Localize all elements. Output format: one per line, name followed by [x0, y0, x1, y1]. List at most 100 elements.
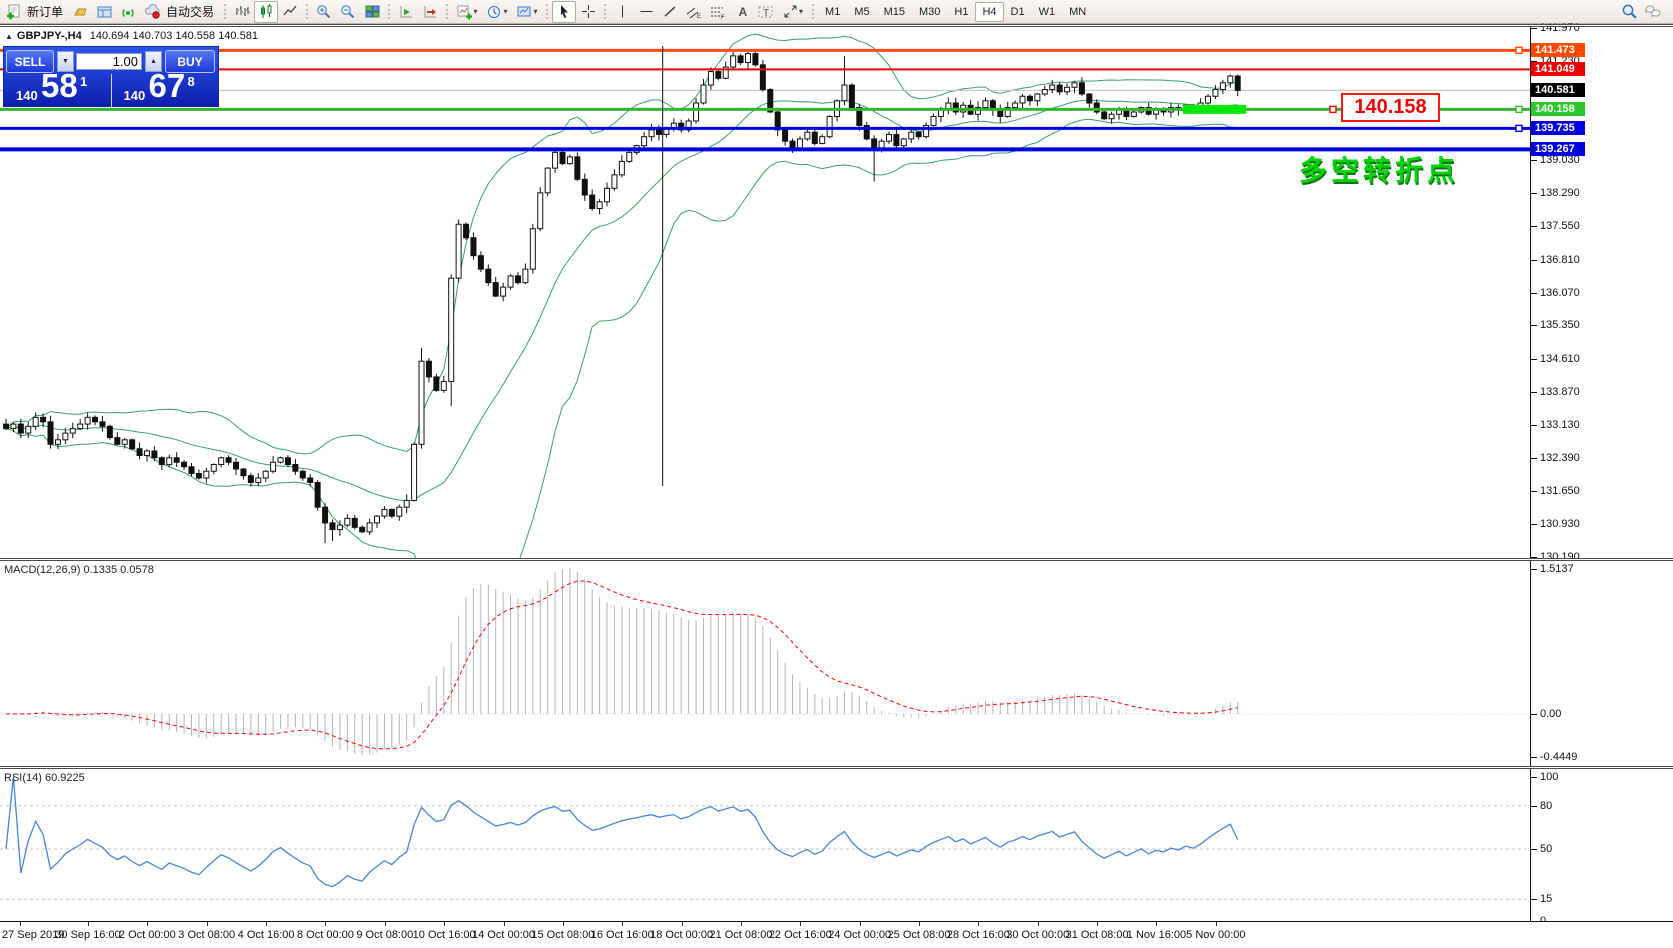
trendline-icon[interactable] — [658, 1, 682, 23]
buy-button[interactable]: BUY — [165, 50, 215, 73]
price-tick — [1531, 226, 1537, 228]
sell-price[interactable]: 140 58 1 — [4, 67, 111, 107]
time-tick — [1156, 922, 1158, 926]
pane-separator — [0, 24, 1673, 27]
time-axis-label: 16 Oct 16:00 — [590, 929, 654, 941]
time-axis-label: 2 Oct 00:00 — [118, 929, 176, 941]
turning-point-note[interactable]: 多空转折点 — [1299, 155, 1460, 186]
zoom-out-icon[interactable] — [336, 1, 360, 23]
cursor-icon[interactable] — [552, 0, 577, 23]
pane-separator[interactable] — [0, 766, 1673, 769]
tile-windows-icon[interactable] — [360, 1, 384, 23]
gold-icon[interactable] — [69, 1, 93, 23]
timeframe-MN[interactable]: MN — [1069, 5, 1087, 18]
chat-icon[interactable] — [1641, 1, 1665, 23]
collapse-arrow-icon[interactable]: ▲ — [5, 32, 13, 41]
text-icon[interactable]: A — [730, 1, 754, 23]
time-axis-label: 30 Oct 00:00 — [1006, 929, 1070, 941]
time-axis[interactable]: 27 Sep 2019 30 Sep 16:00 2 Oct 00:00 3 Oct … — [0, 921, 1673, 948]
timeframe-M30[interactable]: M30 — [919, 5, 941, 18]
volume-increase-button[interactable]: ▲ — [145, 51, 162, 72]
toolbar: 新订单 自动交易 — [0, 0, 1673, 24]
timeframe-M5[interactable]: M5 — [854, 5, 870, 18]
fibonacci-icon[interactable]: F — [706, 1, 730, 23]
time-axis-label: 14 Oct 00:00 — [472, 929, 536, 941]
price-badge-139.267: 139.267 — [1531, 142, 1585, 157]
time-tick — [562, 922, 564, 926]
macd-tick-label: -0.4449 — [1540, 750, 1578, 763]
toolbar-grip — [306, 4, 309, 19]
macd-tick-label: 0.00 — [1540, 708, 1562, 720]
time-tick — [978, 922, 980, 926]
arrows-button[interactable]: ▾ — [778, 1, 808, 23]
hline-handle[interactable] — [1515, 105, 1523, 114]
periods-button[interactable]: ▾ — [482, 1, 512, 23]
time-axis-label: 15 Oct 08:00 — [531, 929, 595, 941]
ohlc-readout: 140.694 140.703 140.558 140.581 — [89, 30, 258, 42]
rsi-pane[interactable]: RSI(14) 60.9225 — [0, 769, 1530, 921]
timeframe-W1[interactable]: W1 — [1038, 5, 1056, 18]
price-tick — [1531, 292, 1537, 294]
chart-shift-icon[interactable] — [418, 1, 442, 23]
price-tick-label: 136.070 — [1540, 286, 1580, 299]
auto-scroll-icon[interactable] — [394, 1, 418, 23]
buy-price-pip: 8 — [187, 74, 195, 89]
text-label-icon[interactable]: T — [754, 1, 778, 23]
macd-pane[interactable]: MACD(12,26,9) 0.1335 0.0578 — [0, 561, 1530, 766]
timeframe-H1[interactable]: H1 — [954, 5, 969, 18]
indicators-button[interactable]: ▾ — [452, 1, 482, 23]
macd-axis[interactable]: 1.5137 0.00 -0.4449 — [1530, 561, 1673, 766]
vertical-line-icon[interactable] — [610, 1, 634, 23]
search-icon[interactable] — [1617, 1, 1641, 23]
time-axis-label: 9 Oct 08:00 — [356, 929, 414, 941]
time-axis-label: 8 Oct 00:00 — [297, 929, 354, 941]
bollinger-lower — [5, 118, 1238, 650]
pane-separator[interactable] — [0, 558, 1673, 561]
new-order-icon[interactable] — [2, 1, 26, 23]
time-tick — [325, 922, 327, 926]
hline-handle[interactable] — [1515, 46, 1523, 55]
toolbar-grip — [446, 4, 449, 19]
volume-decrease-button[interactable]: ▼ — [57, 51, 74, 72]
price-tick — [1531, 424, 1537, 426]
price-box-anchor[interactable] — [1329, 105, 1337, 114]
volume-input[interactable] — [76, 53, 142, 70]
bar-chart-icon[interactable] — [230, 1, 254, 23]
crosshair-icon[interactable] — [576, 1, 600, 23]
timeframe-H4[interactable]: H4 — [975, 1, 1004, 22]
horizontal-line-icon[interactable] — [634, 1, 658, 23]
signals-icon[interactable] — [117, 1, 141, 23]
charts-window-icon[interactable] — [93, 1, 117, 23]
autotrading-label[interactable]: 自动交易 — [166, 5, 215, 19]
macd-signal-line — [5, 580, 1238, 750]
rsi-tick — [1531, 899, 1537, 901]
price-label-box[interactable]: 140.158 — [1341, 93, 1440, 122]
rsi-line — [5, 776, 1239, 888]
price-tick-label: 133.130 — [1540, 418, 1580, 431]
rsi-axis[interactable]: 1008050150 — [1530, 769, 1673, 927]
timeframe-D1[interactable]: D1 — [1010, 5, 1025, 18]
candlestick-icon[interactable] — [254, 0, 279, 23]
new-order-label[interactable]: 新订单 — [27, 5, 64, 19]
equidistant-channel-icon[interactable]: E — [682, 1, 706, 23]
templates-button[interactable]: ▾ — [512, 1, 542, 23]
price-tick-label: 134.610 — [1540, 352, 1580, 365]
buy-price[interactable]: 140 67 8 — [110, 67, 219, 107]
sell-price-prefix: 140 — [16, 88, 38, 103]
time-tick — [147, 922, 149, 926]
time-tick — [740, 922, 742, 926]
price-axis[interactable]: 141.970141.230140.490139.750139.030138.2… — [1530, 22, 1673, 563]
line-chart-icon[interactable] — [278, 1, 302, 23]
main-chart-pane[interactable] — [0, 24, 1530, 650]
timeframe-M15[interactable]: M15 — [883, 5, 905, 18]
time-axis-label: 28 Oct 16:00 — [946, 929, 1010, 941]
autotrading-icon[interactable] — [141, 1, 165, 23]
hline-handle[interactable] — [1515, 124, 1523, 133]
time-tick — [1037, 922, 1039, 926]
sell-button[interactable]: SELL — [6, 50, 54, 73]
timeframe-M1[interactable]: M1 — [825, 5, 841, 18]
price-tick — [1531, 358, 1537, 360]
price-tick-label: 135.350 — [1540, 319, 1580, 332]
trend-highlight[interactable] — [1183, 104, 1246, 114]
zoom-in-icon[interactable] — [312, 1, 336, 23]
